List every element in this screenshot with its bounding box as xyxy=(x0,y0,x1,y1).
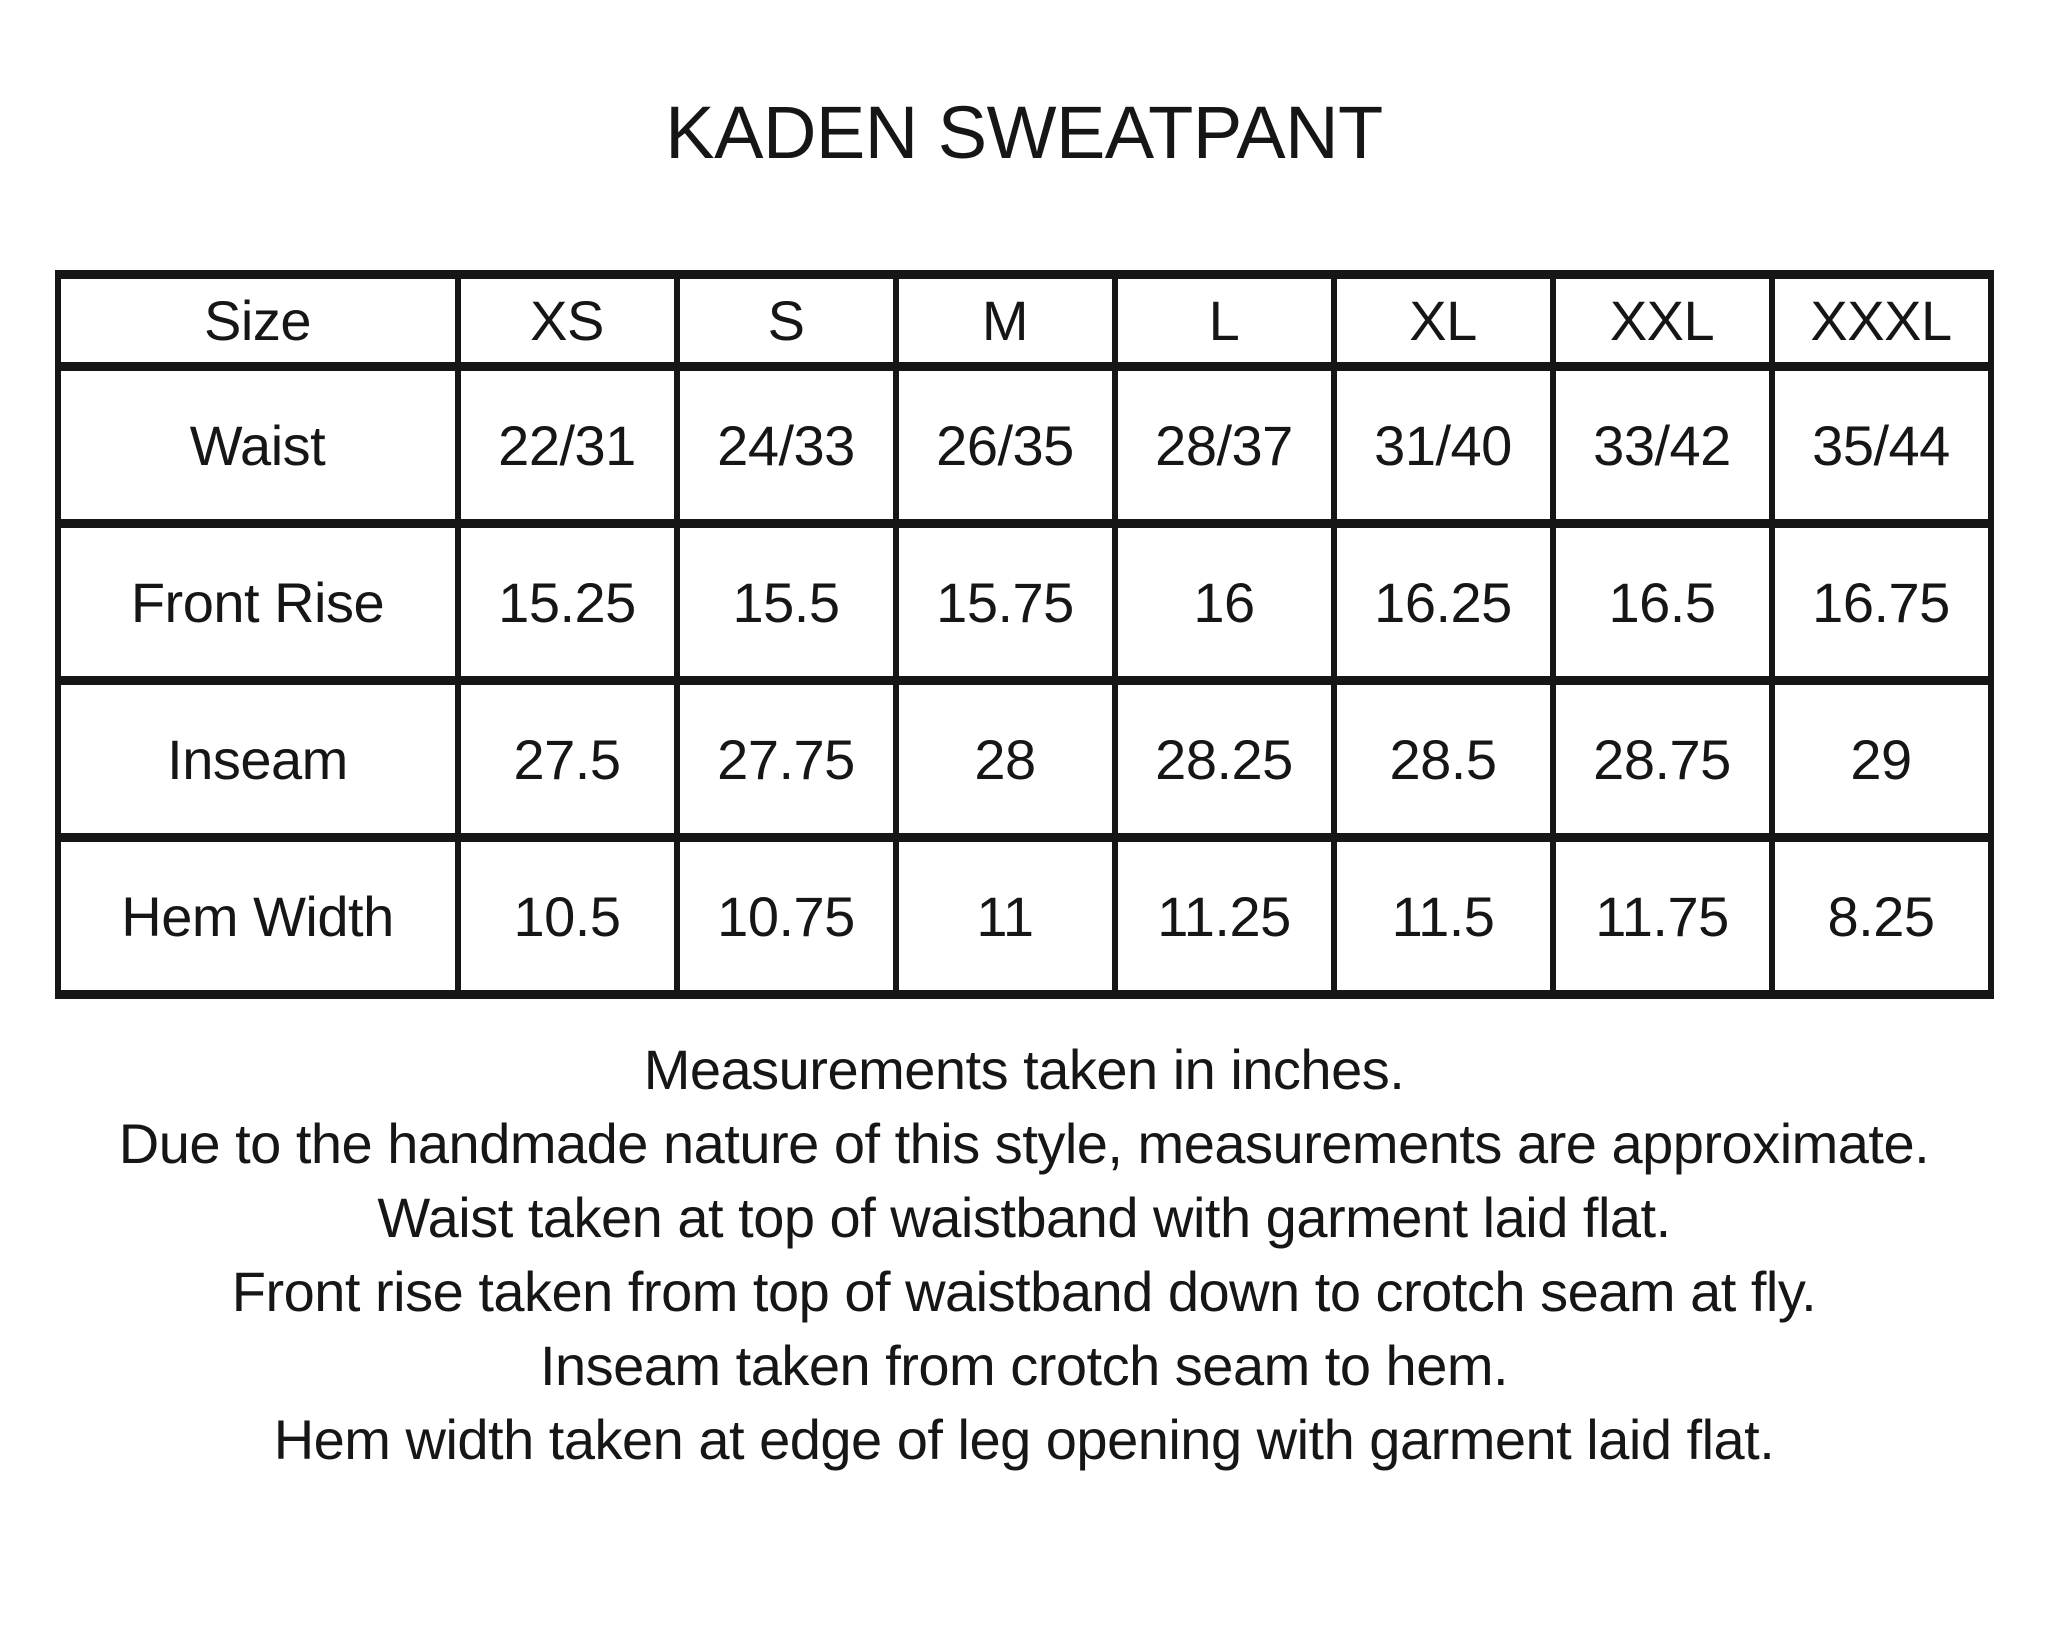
cell-hem-width-l: 11.25 xyxy=(1111,833,1337,999)
header-cell-m: M xyxy=(892,270,1118,371)
note-handmade: Due to the handmade nature of this style… xyxy=(118,1112,1930,1175)
page-title: KADEN SWEATPANT xyxy=(665,91,1383,174)
cell-waist-l: 28/37 xyxy=(1111,362,1337,528)
table-row-hem-width: Hem Width 10.5 10.75 11 11.25 11.5 11.75… xyxy=(54,833,1994,999)
cell-waist-m: 26/35 xyxy=(892,362,1118,528)
cell-front-rise-m: 15.75 xyxy=(892,519,1118,685)
row-label-waist: Waist xyxy=(54,362,461,528)
cell-inseam-l: 28.25 xyxy=(1111,676,1337,842)
size-chart-table: Size XS S M L XL XXL XXXL Waist 22/31 24… xyxy=(54,270,1994,999)
header-cell-xl: XL xyxy=(1330,270,1556,371)
cell-hem-width-s: 10.75 xyxy=(673,833,899,999)
cell-waist-xs: 22/31 xyxy=(454,362,680,528)
header-cell-size: Size xyxy=(54,270,461,371)
cell-waist-xl: 31/40 xyxy=(1330,362,1556,528)
table-header-row: Size XS S M L XL XXL XXXL xyxy=(54,270,1994,371)
cell-hem-width-m: 11 xyxy=(892,833,1118,999)
cell-waist-xxl: 33/42 xyxy=(1549,362,1775,528)
note-inseam: Inseam taken from crotch seam to hem. xyxy=(539,1334,1509,1397)
size-chart-page: KADEN SWEATPANT Size XS S M L XL XXL XXX… xyxy=(0,96,2048,1477)
cell-waist-xxxl: 35/44 xyxy=(1768,362,1994,528)
table-row-waist: Waist 22/31 24/33 26/35 28/37 31/40 33/4… xyxy=(54,362,1994,528)
cell-waist-s: 24/33 xyxy=(673,362,899,528)
row-label-inseam: Inseam xyxy=(54,676,461,842)
cell-inseam-m: 28 xyxy=(892,676,1118,842)
cell-front-rise-s: 15.5 xyxy=(673,519,899,685)
cell-hem-width-xxl: 11.75 xyxy=(1549,833,1775,999)
cell-inseam-xxxl: 29 xyxy=(1768,676,1994,842)
cell-inseam-xs: 27.5 xyxy=(454,676,680,842)
cell-inseam-s: 27.75 xyxy=(673,676,899,842)
cell-inseam-xl: 28.5 xyxy=(1330,676,1556,842)
note-hem-width: Hem width taken at edge of leg opening w… xyxy=(273,1408,1775,1471)
cell-front-rise-xl: 16.25 xyxy=(1330,519,1556,685)
cell-hem-width-xs: 10.5 xyxy=(454,833,680,999)
cell-hem-width-xxxl: 8.25 xyxy=(1768,833,1994,999)
note-front-rise: Front rise taken from top of waistband d… xyxy=(231,1260,1817,1323)
header-cell-s: S xyxy=(673,270,899,371)
cell-inseam-xxl: 28.75 xyxy=(1549,676,1775,842)
header-cell-xxl: XXL xyxy=(1549,270,1775,371)
note-units: Measurements taken in inches. xyxy=(643,1038,1405,1101)
cell-front-rise-xxxl: 16.75 xyxy=(1768,519,1994,685)
table-row-inseam: Inseam 27.5 27.75 28 28.25 28.5 28.75 29 xyxy=(54,676,1994,842)
row-label-front-rise: Front Rise xyxy=(54,519,461,685)
measurement-notes: Measurements taken in inches. Due to the… xyxy=(0,1033,2048,1477)
cell-hem-width-xl: 11.5 xyxy=(1330,833,1556,999)
cell-front-rise-xxl: 16.5 xyxy=(1549,519,1775,685)
row-label-hem-width: Hem Width xyxy=(54,833,461,999)
cell-front-rise-xs: 15.25 xyxy=(454,519,680,685)
table-row-front-rise: Front Rise 15.25 15.5 15.75 16 16.25 16.… xyxy=(54,519,1994,685)
header-cell-xs: XS xyxy=(454,270,680,371)
note-waist: Waist taken at top of waistband with gar… xyxy=(377,1186,1671,1249)
cell-front-rise-l: 16 xyxy=(1111,519,1337,685)
header-cell-xxxl: XXXL xyxy=(1768,270,1994,371)
header-cell-l: L xyxy=(1111,270,1337,371)
